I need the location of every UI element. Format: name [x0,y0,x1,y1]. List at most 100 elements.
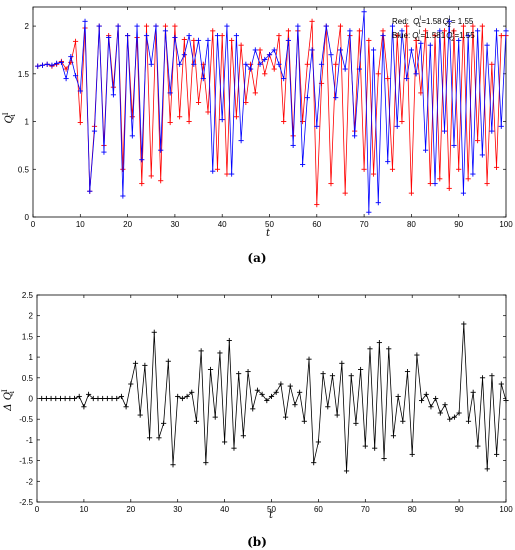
b-xtick-label: 50 [267,505,276,514]
a-ytick-label: 2 [25,22,30,31]
b-series-0-point [470,389,476,395]
b-ytick-label: 1.5 [22,332,34,341]
a-series-0-point [470,23,476,29]
a-series-1-point [134,23,140,29]
a-series-1-point [219,117,225,123]
a-series-1-point [484,42,490,48]
b-series-0-point [39,395,45,402]
a-series-1-point [451,142,457,149]
a-series-1-point [77,88,83,94]
b-xtick-label: 80 [408,505,417,514]
b-xtick-label: 70 [361,505,370,514]
a-series-0-point [465,176,471,182]
a-series-1-point [300,161,306,168]
a-series-1-point [110,92,117,98]
b-series-0-point [273,389,279,395]
a-series-1-point [129,133,135,139]
b-series-0-point [142,362,148,368]
a-series-1-point [257,61,263,67]
a-series-0-point [475,138,481,144]
a-series-0-point [418,90,424,96]
a-series-0-point [437,176,443,182]
b-series-0-point [123,404,129,410]
b-series-0-point [465,418,472,424]
a-series-1-point [125,33,131,39]
b-series-0-point [268,393,275,400]
b-series-0-point [362,443,368,449]
a-series-0-point [281,118,287,125]
a-series-1-line [37,11,507,213]
b-series-0-point [292,402,298,408]
a-series-1-point [314,123,320,129]
a-series-0-point [167,119,173,126]
b-series-0-point [442,402,448,408]
a-series-0-point [238,42,244,48]
a-series-1-point [356,66,362,72]
b-series-0-point [395,393,401,400]
b-series-0-point [311,460,317,466]
b-series-0-point [433,395,439,402]
b-series-0-point [226,337,232,344]
a-series-1-point [281,75,287,82]
a-series-1-point [186,33,192,39]
a-series-0-point [394,33,400,39]
b-series-0-point [85,391,92,397]
a-xtick-label: 20 [123,220,132,229]
a-series-0-point [191,37,197,44]
a-series-1-point [233,33,239,39]
a-series-0-point [460,23,467,29]
a-series-0-point [484,180,490,187]
b-series-0-point [376,340,382,346]
b-ytick-label: -1.5 [19,457,33,466]
a-series-0-point [257,47,263,53]
a-series-0-point [370,171,377,177]
b-series-0-point [334,412,340,418]
a-series-1-point [333,95,339,101]
a-series-1-point [503,28,509,34]
a-series-1-point [432,180,438,187]
a-series-1-point [475,28,481,34]
b-series-0-point [128,381,134,387]
b-series-0-point [161,420,167,426]
a-series-1-point [290,142,296,149]
a-series-1-point [172,34,178,41]
a-series-0-point [342,190,348,196]
a-series-1-point [39,62,46,68]
a-series-1-point [96,23,102,29]
b-series-0-point [76,393,82,400]
a-series-1-point [375,200,381,206]
a-series-0-point [408,190,414,196]
a-series-0-point [441,28,448,34]
b-series-0-point [325,404,331,410]
a-series-0-point [247,61,254,67]
a-series-0-point [314,201,320,208]
a-series-0-point [385,75,391,82]
b-series-0-point [104,395,110,402]
a-series-1-point [385,159,391,165]
a-series-0-point [493,164,500,170]
b-series-0-point [165,358,171,364]
a-ytick-label: 1.5 [18,70,30,79]
a-xtick-label: 0 [31,220,36,229]
b-series-0-point [189,389,195,395]
b-series-0-point [250,406,256,412]
a-series-1-point [352,133,358,139]
a-series-0-point [129,114,135,120]
b-series-0-line [41,323,507,471]
a-series-1-point [418,40,424,46]
a-series-0-point [333,61,339,67]
a-series-1-point [271,47,277,53]
b-series-0-point [423,391,429,397]
a-series-0-point [162,23,169,29]
a-ytick-label: 0.5 [18,165,30,174]
b-series-0-point [156,435,162,441]
a-series-0-point [356,28,362,34]
b-series-0-point [306,356,312,362]
a-series-1-point [54,60,60,66]
b-xtick-label: 100 [499,505,513,514]
a-series-0-point [479,23,485,29]
chart-b: 0 10 20 30 40 50 60 70 80 90 100 -2.5-2-1.5-1-0.50… [1,291,513,549]
a-series-0-point [186,118,192,125]
b-series-0-point [217,350,223,356]
a-series-0-point [285,28,292,34]
